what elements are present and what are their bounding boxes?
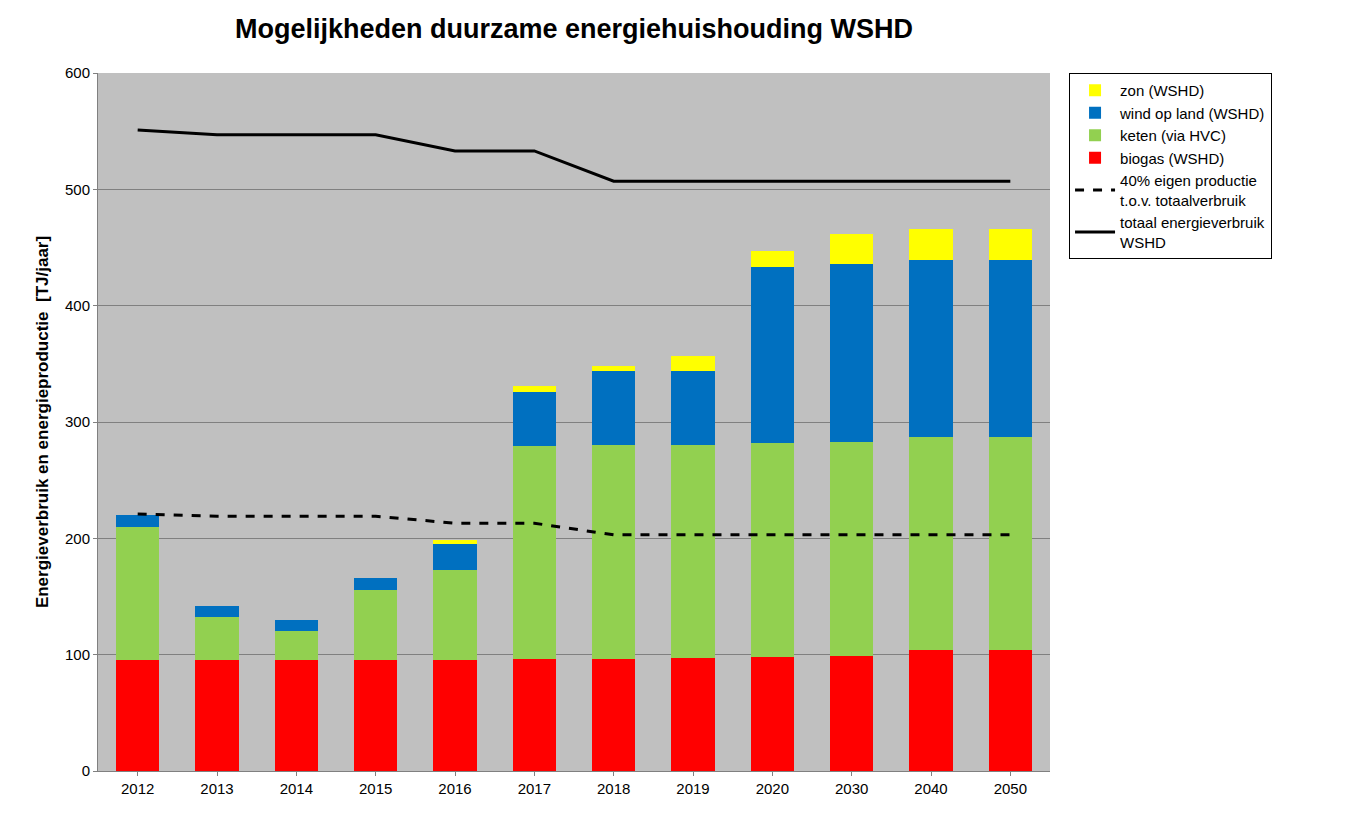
svg-text:200: 200 bbox=[65, 530, 90, 547]
svg-text:2018: 2018 bbox=[597, 780, 630, 797]
svg-text:40% eigen productiet.o.v. tota: 40% eigen productiet.o.v. totaalverbruik bbox=[1120, 172, 1257, 209]
svg-text:2015: 2015 bbox=[359, 780, 392, 797]
svg-text:2050: 2050 bbox=[994, 780, 1027, 797]
svg-text:zon (WSHD): zon (WSHD) bbox=[1120, 82, 1204, 99]
svg-text:2012: 2012 bbox=[121, 780, 154, 797]
svg-text:2020: 2020 bbox=[756, 780, 789, 797]
svg-text:600: 600 bbox=[65, 64, 90, 81]
svg-text:2019: 2019 bbox=[676, 780, 709, 797]
svg-text:500: 500 bbox=[65, 181, 90, 198]
svg-text:wind op land (WSHD): wind op land (WSHD) bbox=[1119, 105, 1264, 122]
svg-text:2017: 2017 bbox=[518, 780, 551, 797]
svg-text:2030: 2030 bbox=[835, 780, 868, 797]
svg-text:2014: 2014 bbox=[280, 780, 313, 797]
svg-text:Mogelijkheden duurzame energie: Mogelijkheden duurzame energiehuishoudin… bbox=[235, 14, 913, 44]
svg-text:2013: 2013 bbox=[200, 780, 233, 797]
svg-text:totaal energieverbruikWSHD: totaal energieverbruikWSHD bbox=[1120, 214, 1265, 251]
svg-text:0: 0 bbox=[82, 762, 90, 779]
svg-text:300: 300 bbox=[65, 413, 90, 430]
svg-text:biogas (WSHD): biogas (WSHD) bbox=[1120, 150, 1224, 167]
svg-text:400: 400 bbox=[65, 297, 90, 314]
svg-text:2040: 2040 bbox=[914, 780, 947, 797]
svg-text:2016: 2016 bbox=[438, 780, 471, 797]
svg-text:Energieverbruik en energieprod: Energieverbruik en energieproductie [TJ/… bbox=[33, 236, 52, 608]
svg-text:100: 100 bbox=[65, 646, 90, 663]
svg-text:keten (via HVC): keten (via HVC) bbox=[1120, 127, 1226, 144]
